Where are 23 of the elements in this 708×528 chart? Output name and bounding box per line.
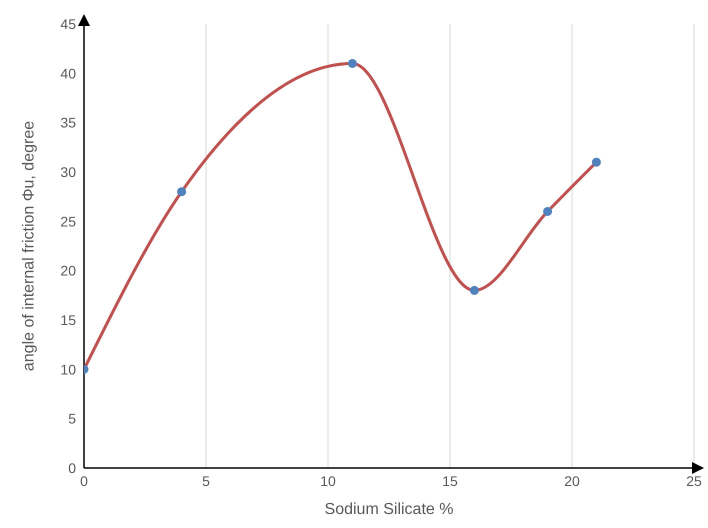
y-tick-label: 25: [60, 213, 76, 230]
y-tick-label: 30: [60, 164, 76, 180]
y-axis-title: angle of internal friction Φu, degree: [20, 120, 38, 372]
x-tick-label: 15: [442, 472, 458, 489]
y-tick-label: 0: [68, 460, 76, 476]
point: [543, 206, 552, 216]
x-tick-label: 0: [80, 472, 88, 489]
y-tick-label: 5: [68, 410, 76, 427]
x-axis-title: Sodium Silicate %: [324, 501, 454, 518]
point: [348, 58, 357, 68]
x-tick-label: 25: [686, 472, 702, 489]
point: [592, 158, 601, 167]
y-tick-label: 40: [60, 65, 76, 82]
y-tick-label: 20: [60, 262, 76, 279]
y-tick-label: 45: [60, 16, 76, 32]
y-tick-label: 15: [60, 312, 76, 328]
y-tick-label: 10: [60, 361, 76, 378]
x-tick-label: 20: [564, 472, 580, 489]
point: [177, 187, 186, 196]
x-tick-label: 10: [320, 472, 336, 489]
y-tick-label: 35: [60, 114, 76, 131]
point: [470, 286, 479, 295]
x-tick-label: 5: [202, 472, 210, 489]
